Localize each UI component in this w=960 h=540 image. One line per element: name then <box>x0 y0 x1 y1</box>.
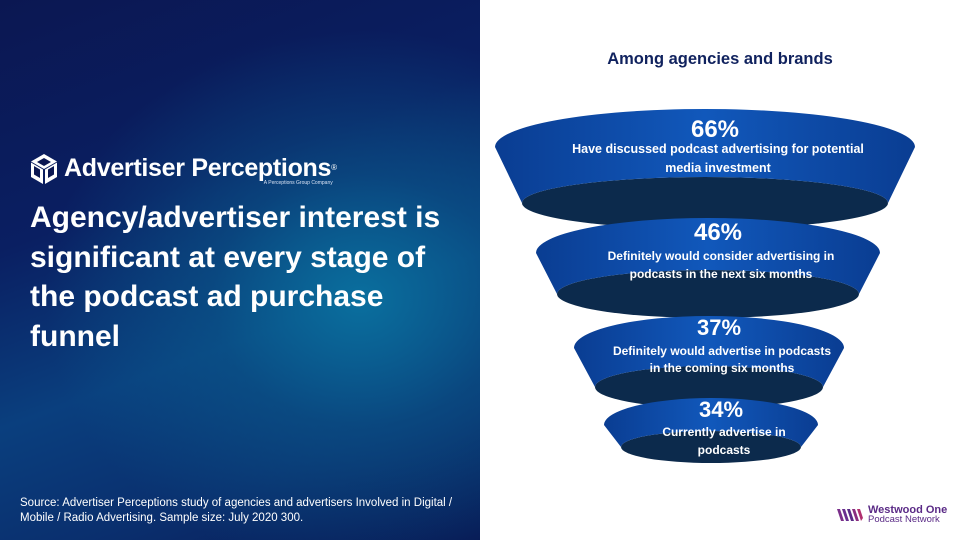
brand-tagline: A Perceptions Group Company <box>263 180 333 186</box>
funnel-stage-3-band <box>574 316 844 387</box>
westwood-one-tagline: Podcast Network <box>868 514 940 525</box>
brand-name: Advertiser Perceptions <box>64 154 332 182</box>
purchase-funnel: 66%Have discussed podcast advertising fo… <box>495 109 915 463</box>
funnel-stage-2-base <box>557 270 859 318</box>
funnel-stage-4-label-line-1: Currently advertise in <box>662 425 785 439</box>
funnel-stage-3-label-line-1: Definitely would advertise in podcasts <box>613 344 831 358</box>
funnel-stage-1-value: 66% <box>691 116 739 143</box>
funnel-stage-3-value: 37% <box>697 315 741 340</box>
funnel-stage-4-band <box>604 398 818 447</box>
funnel-stage-1: 66%Have discussed podcast advertising fo… <box>495 109 915 229</box>
funnel-stage-4-base <box>621 431 801 463</box>
left-panel: Advertiser Perceptions® A Perceptions Gr… <box>0 0 480 540</box>
funnel-stage-2-label-line-2: podcasts in the next six months <box>630 267 813 281</box>
cube-logo-icon <box>31 154 57 184</box>
registered-mark: ® <box>331 163 337 172</box>
slide-headline: Agency/advertiser interest is significan… <box>30 201 441 353</box>
funnel-stage-3: 37% Definitely would advertise in podcast… <box>574 315 844 408</box>
funnel-stage-4: 34% Currently advertise in podcasts <box>604 397 818 463</box>
advertiser-perceptions-logo: Advertiser Perceptions® A Perceptions Gr… <box>30 153 337 186</box>
source-note: Source: Advertiser Perceptions study of … <box>20 497 453 524</box>
funnel-stage-1-band <box>495 109 915 203</box>
funnel-stage-3-base <box>595 366 823 408</box>
westwood-one-name: Westwood One <box>868 504 948 516</box>
funnel-stage-4-label-line-2: podcasts <box>698 443 751 457</box>
funnel-stage-1-base <box>522 177 888 229</box>
funnel-stage-3-label-line-2: in the coming six months <box>650 361 795 375</box>
funnel-stage-2-value: 46% <box>694 219 742 246</box>
westwood-one-logo: Westwood One Podcast Network <box>836 505 947 525</box>
funnel-stage-2: 46% Definitely would consider advertising… <box>536 218 880 318</box>
funnel-stage-1-label-line-2: media investment <box>665 161 771 175</box>
funnel-stage-4-value: 34% <box>699 397 743 422</box>
funnel-title: Among agencies and brands <box>607 50 833 68</box>
funnel-stage-2-band <box>536 218 880 294</box>
funnel-stage-1-label-line-1: Have discussed podcast advertising for p… <box>572 142 864 156</box>
funnel-stage-2-label-line-1: Definitely would consider advertising in <box>608 249 835 263</box>
soundwave-logo-icon <box>837 509 863 521</box>
